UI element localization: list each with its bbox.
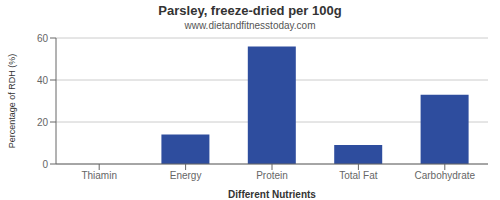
html-text:Parsley, freeze-dried per 100g: Parsley, freeze-dried per 100g [158, 3, 342, 18]
svg-text:60: 60 [37, 33, 49, 44]
svg-text:0: 0 [42, 159, 48, 170]
svg-text:Thiamin: Thiamin [81, 170, 117, 181]
svg-text:40: 40 [37, 75, 49, 86]
svg-text:Carbohydrate: Carbohydrate [415, 170, 476, 181]
svg-text:Protein: Protein [256, 170, 288, 181]
svg-text:Different Nutrients: Different Nutrients [228, 189, 316, 200]
svg-text:20: 20 [37, 117, 49, 128]
svg-text:Percentage of RDH (%): Percentage of RDH (%) [7, 54, 17, 149]
html-text:www.dietandfitnesstoday.com: www.dietandfitnesstoday.com [184, 20, 316, 31]
svg-text:Total Fat: Total Fat [339, 170, 378, 181]
svg-text:Energy: Energy [170, 170, 202, 181]
